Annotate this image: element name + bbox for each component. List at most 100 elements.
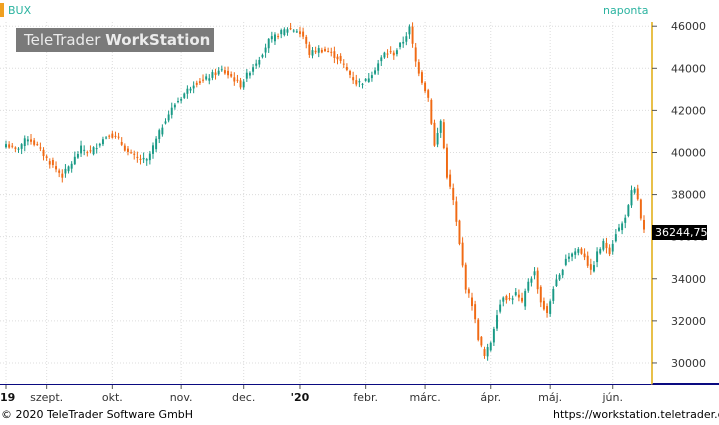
candle-body-up: [164, 121, 167, 124]
candle: [173, 102, 176, 110]
candle-body-down: [471, 297, 473, 307]
candle: [586, 251, 589, 268]
candle: [621, 221, 624, 235]
candle-body-down: [58, 170, 61, 173]
candle: [111, 130, 114, 139]
candle-body-down: [539, 286, 542, 303]
candle: [258, 56, 261, 68]
candle-body-up: [23, 138, 26, 146]
candle: [345, 63, 348, 72]
candle: [408, 24, 411, 39]
candle-body-down: [233, 77, 236, 82]
candle-body-up: [64, 168, 67, 174]
candle-body-down: [33, 140, 36, 145]
y-axis-ticks: 3000032000340003600038000400004200044000…: [652, 20, 706, 370]
candle: [252, 63, 255, 76]
source-url-link[interactable]: https://workstation.teletrader.com/: [553, 408, 719, 421]
candle: [83, 145, 86, 156]
gridlines: [0, 22, 651, 384]
candle-body-down: [327, 51, 330, 53]
candle-body-up: [220, 69, 223, 71]
candle: [311, 47, 314, 59]
candle: [430, 98, 433, 126]
candle: [386, 49, 389, 59]
candle: [492, 326, 495, 347]
candle-body-down: [342, 63, 345, 65]
candle-body-down: [349, 71, 351, 75]
candle: [549, 299, 552, 317]
candle-body-up: [189, 88, 192, 91]
candle-body-up: [552, 288, 555, 301]
y-tick-label: 42000: [671, 104, 706, 117]
candle: [524, 288, 527, 310]
candle-body-down: [521, 297, 524, 302]
candle: [220, 65, 223, 72]
candle-body-down: [424, 82, 427, 92]
candle-body-down: [324, 48, 326, 52]
candle: [433, 119, 436, 147]
plot-area-frame: [0, 22, 652, 385]
candle: [170, 102, 173, 119]
candle-body-down: [42, 149, 45, 157]
candle: [30, 134, 32, 145]
candle-body-up: [533, 271, 536, 276]
candle: [349, 69, 351, 79]
candle-body-up: [377, 63, 380, 71]
candle: [624, 214, 627, 229]
candle-body-up: [5, 144, 7, 148]
candle-body-down: [120, 141, 123, 145]
candle: [33, 137, 36, 147]
candle-body-up: [602, 240, 605, 250]
candle-body-up: [261, 54, 264, 58]
candle: [633, 186, 636, 195]
candle: [292, 29, 295, 33]
candle-body-up: [633, 188, 636, 193]
candle: [395, 48, 398, 57]
candle-body-up: [145, 159, 148, 161]
candle: [92, 146, 95, 156]
candle-body-down: [608, 247, 611, 255]
candle: [405, 32, 408, 46]
period-label[interactable]: naponta: [603, 4, 649, 17]
candle-body-down: [480, 336, 483, 346]
candle-body-up: [173, 104, 176, 108]
candle-body-up: [245, 72, 248, 79]
candle: [155, 136, 158, 153]
candle: [536, 267, 539, 294]
candle-body-up: [555, 279, 558, 287]
candle: [614, 228, 617, 243]
candle: [264, 43, 267, 58]
candle-body-up: [26, 139, 29, 142]
candle: [305, 34, 308, 49]
candle: [295, 28, 298, 33]
candle: [499, 299, 502, 314]
x-tick-label: '20: [291, 391, 310, 404]
candle: [592, 261, 595, 273]
candle-body-up: [621, 223, 624, 231]
candle: [467, 287, 470, 298]
candle: [180, 96, 183, 104]
candle: [511, 295, 514, 305]
candle-body-down: [114, 135, 117, 137]
candle: [530, 276, 533, 287]
candle-body-up: [255, 63, 258, 66]
candle: [355, 74, 358, 87]
candle: [399, 41, 402, 50]
candle: [26, 136, 29, 146]
candle: [370, 71, 373, 82]
candle: [164, 118, 167, 125]
candle: [245, 69, 248, 82]
instrument-label[interactable]: BUX: [8, 4, 32, 17]
candle-body-down: [51, 160, 54, 166]
candle-body-down: [536, 270, 539, 290]
candle: [458, 219, 461, 246]
candle-body-up: [574, 251, 577, 255]
candle-body-down: [339, 55, 342, 61]
candle: [198, 78, 201, 86]
candle: [583, 248, 586, 261]
candle-body-up: [358, 81, 361, 83]
candle-body-up: [496, 315, 498, 329]
candle: [314, 46, 317, 55]
